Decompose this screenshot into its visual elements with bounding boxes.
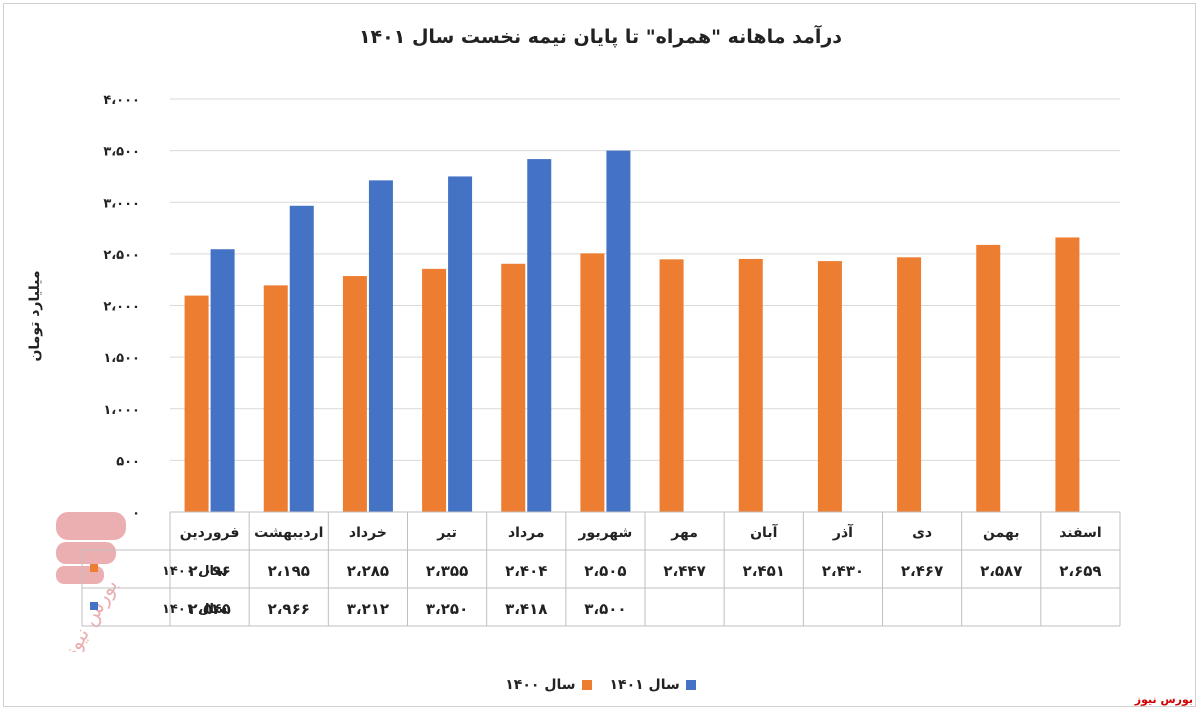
category-label: مرداد: [508, 525, 545, 541]
data-label: ۲،۰۹۶: [188, 562, 230, 580]
bar-1400: [263, 285, 288, 512]
bar-1400: [817, 261, 842, 512]
y-tick-label: ۴،۰۰۰: [103, 93, 140, 108]
bar-1401: [448, 176, 473, 512]
legend-label-1401: سال ۱۴۰۱: [609, 677, 680, 693]
data-label: ۳،۲۵۰: [426, 600, 468, 618]
bar-1400: [501, 263, 526, 512]
data-label: ۳،۴۱۸: [505, 600, 547, 618]
category-label: فروردین: [180, 525, 240, 541]
legend-label-1400: سال ۱۴۰۰: [505, 677, 576, 693]
bar-1400: [1055, 237, 1080, 512]
legend-item-1400: سال ۱۴۰۰: [505, 677, 592, 693]
data-label: ۳،۵۰۰: [584, 600, 626, 618]
y-tick-label: ۱،۵۰۰: [103, 351, 140, 366]
legend: سال ۱۴۰۱ سال ۱۴۰۰: [0, 677, 1201, 693]
bar-1401: [368, 180, 393, 512]
bar-1400: [184, 295, 209, 512]
data-label: ۲،۳۵۵: [426, 562, 468, 580]
category-label: مهر: [670, 525, 698, 541]
y-tick-label: ۲،۵۰۰: [103, 248, 140, 263]
y-tick-label: ۰: [132, 506, 140, 521]
series-row-label: سال ۱۴۰۱: [162, 602, 227, 617]
bar-1400: [342, 276, 367, 512]
category-label: شهریور: [578, 525, 633, 541]
data-label: ۲،۴۶۷: [901, 562, 943, 580]
watermark-logo: بورس نیوز: [56, 512, 126, 652]
data-label: ۲،۹۶۶: [268, 600, 310, 618]
category-label: بهمن: [983, 525, 1019, 541]
category-label: آبان: [750, 523, 778, 541]
bar-1401: [210, 249, 235, 512]
table-swatch: [90, 564, 98, 572]
data-label: ۲،۱۹۵: [268, 562, 310, 580]
bar-1401: [289, 205, 314, 512]
category-label: خرداد: [349, 525, 387, 541]
table-swatch: [90, 602, 98, 610]
category-label: دی: [912, 525, 932, 541]
bar-1401: [606, 150, 631, 512]
data-label: ۲،۲۸۵: [347, 562, 389, 580]
data-label: ۳،۲۱۲: [347, 600, 389, 618]
data-label: ۲،۴۰۴: [505, 562, 547, 580]
chart-title: درآمد ماهانه "همراه" تا پایان نیمه نخست …: [358, 26, 843, 48]
series-row-label: سال ۱۴۰۰: [162, 564, 227, 579]
bar-1401: [527, 159, 552, 513]
data-label: ۲،۵۰۵: [584, 562, 626, 580]
y-tick-label: ۵۰۰: [116, 454, 140, 469]
bar-1400: [422, 268, 447, 512]
category-label: اردیبهشت: [254, 525, 323, 541]
y-tick-label: ۱،۰۰۰: [103, 403, 140, 418]
y-tick-label: ۳،۰۰۰: [103, 196, 140, 211]
category-label: آذر: [832, 523, 854, 541]
bar-1400: [580, 253, 605, 512]
legend-item-1401: سال ۱۴۰۱: [610, 677, 696, 693]
y-tick-label: ۳،۵۰۰: [103, 145, 140, 160]
bar-1400: [738, 258, 763, 512]
bar-1400: [659, 259, 684, 512]
category-label: اسفند: [1059, 525, 1101, 541]
y-tick-label: ۲،۰۰۰: [103, 300, 140, 315]
legend-swatch-orange: [581, 680, 592, 690]
category-label: تیر: [436, 525, 457, 541]
brand-label: بورس نیوز: [1134, 693, 1193, 706]
data-label: ۲،۵۴۵: [188, 600, 230, 618]
bar-1400: [976, 244, 1001, 512]
data-label: ۲،۴۳۰: [822, 562, 864, 580]
data-label: ۲،۵۸۷: [980, 562, 1022, 580]
data-label: ۲،۶۵۹: [1059, 562, 1101, 580]
legend-swatch-blue: [685, 680, 696, 690]
data-label: ۲،۴۵۱: [743, 562, 785, 580]
bar-1400: [897, 257, 922, 512]
data-label: ۲،۴۴۷: [663, 562, 705, 580]
